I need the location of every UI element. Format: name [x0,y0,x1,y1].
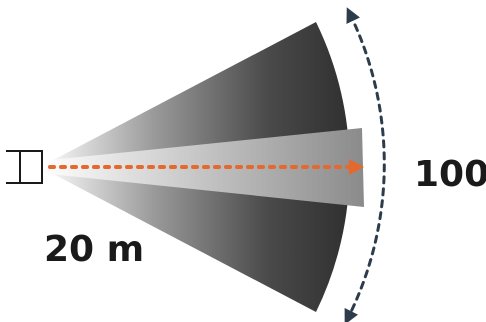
sensor-device-icon [6,150,43,184]
angle-arc-arrow [344,7,386,322]
angle-label: 100º [414,154,486,195]
distance-label: 20 m [44,229,144,270]
center-beam-band [40,128,364,207]
